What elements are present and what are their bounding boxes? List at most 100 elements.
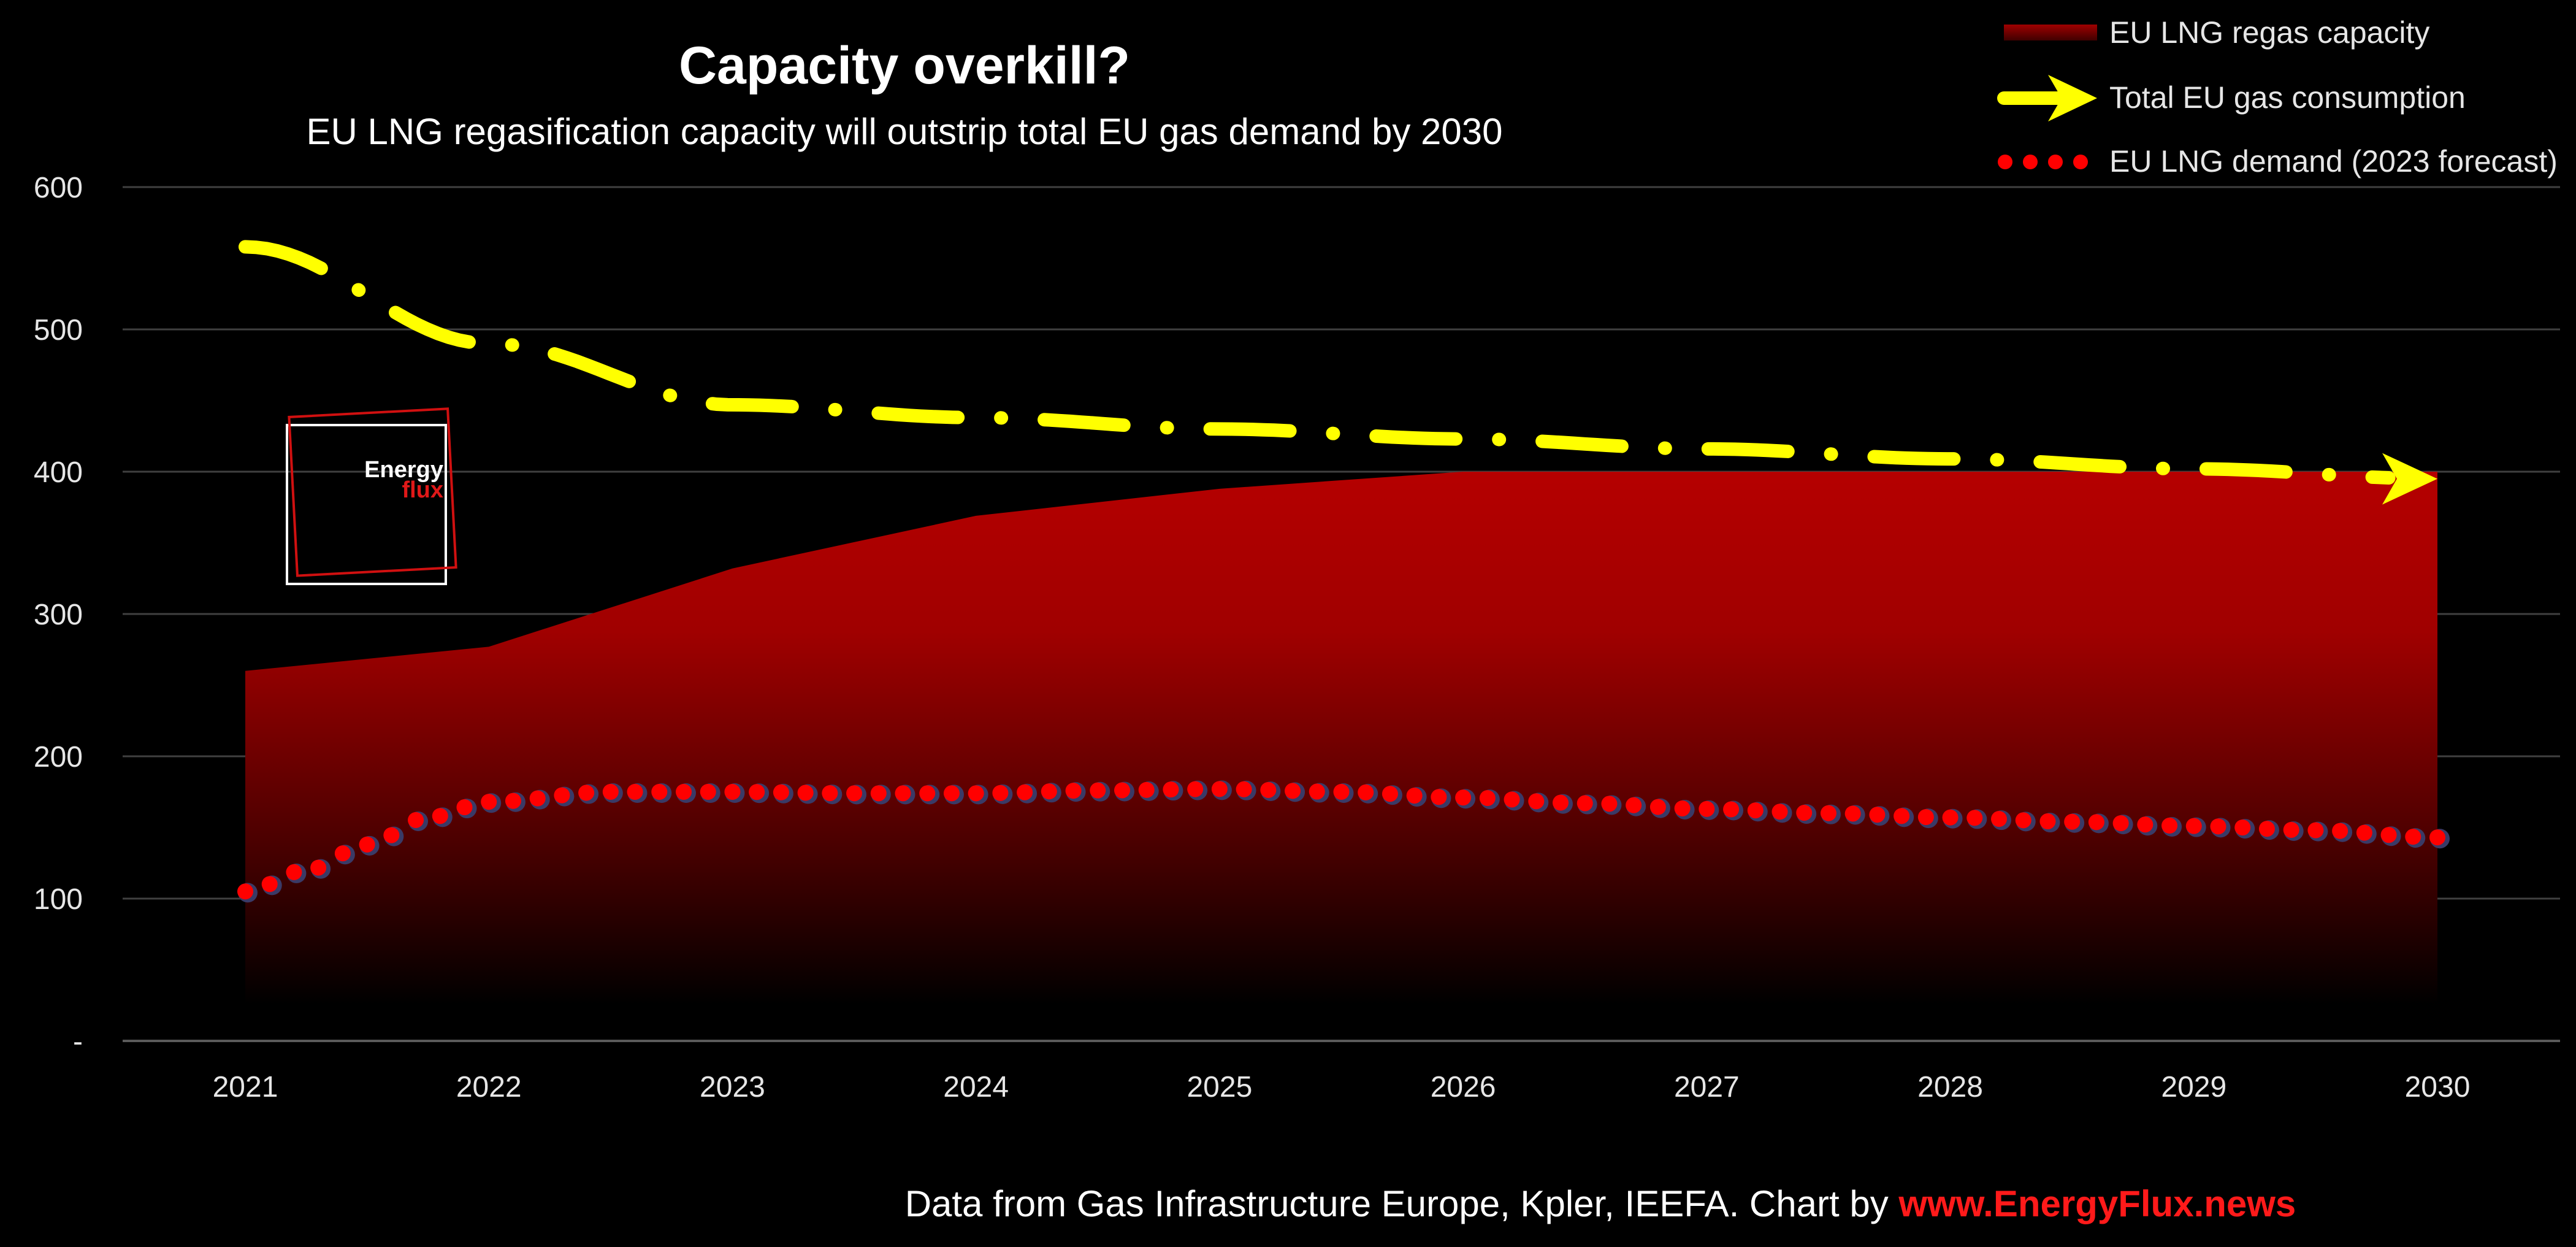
demand-point bbox=[1626, 797, 1642, 813]
demand-point bbox=[1333, 784, 1350, 800]
demand-point bbox=[797, 785, 814, 801]
demand-point bbox=[676, 784, 692, 800]
demand-point bbox=[1674, 800, 1691, 816]
legend-arrowhead-consumption bbox=[2048, 75, 2097, 121]
demand-point bbox=[919, 785, 936, 802]
demand-point bbox=[1138, 781, 1155, 798]
demand-point bbox=[1236, 781, 1252, 797]
demand-point bbox=[1894, 808, 1910, 824]
demand-point bbox=[1041, 783, 1057, 800]
demand-point bbox=[2405, 829, 2421, 845]
demand-point bbox=[334, 845, 351, 862]
x-tick-label: 2026 bbox=[1431, 1071, 1496, 1103]
legend-swatch-capacity bbox=[2004, 25, 2097, 40]
demand-point bbox=[1528, 793, 1545, 810]
demand-point bbox=[822, 785, 838, 802]
legend-dot-4 bbox=[2073, 155, 2088, 169]
demand-point bbox=[2039, 813, 2056, 830]
demand-point bbox=[1699, 800, 1715, 817]
demand-point bbox=[846, 785, 863, 802]
y-axis: - 100 200 300 400 500 600 bbox=[34, 172, 83, 1058]
demand-point bbox=[432, 808, 448, 824]
x-axis: 2021 2022 2023 2024 2025 2026 2027 2028 2029 2030 bbox=[213, 1071, 2471, 1103]
demand-point bbox=[2088, 814, 2104, 831]
legend-label-capacity: EU LNG regas capacity bbox=[2109, 15, 2429, 50]
x-tick-label: 2023 bbox=[700, 1071, 765, 1103]
energyflux-logo: Energy flux bbox=[286, 407, 457, 585]
chart-subtitle: EU LNG regasification capacity will outs… bbox=[307, 111, 1503, 152]
demand-point bbox=[870, 785, 887, 802]
demand-point bbox=[1309, 783, 1325, 800]
y-tick-label: - bbox=[73, 1026, 83, 1058]
demand-point bbox=[1114, 782, 1130, 799]
x-tick-label: 2028 bbox=[1917, 1071, 1983, 1103]
demand-point bbox=[481, 794, 497, 810]
demand-point bbox=[1601, 796, 1618, 812]
demand-point bbox=[1382, 786, 1398, 802]
legend-item-capacity: EU LNG regas capacity bbox=[2004, 15, 2429, 50]
demand-point bbox=[408, 812, 424, 828]
demand-point bbox=[1455, 789, 1472, 806]
demand-point bbox=[383, 827, 400, 843]
source-prefix: Data from Gas Infrastructure Europe, Kpl… bbox=[905, 1183, 1899, 1224]
demand-point bbox=[1966, 810, 1983, 826]
source-link[interactable]: www.EnergyFlux.news bbox=[1898, 1183, 2296, 1224]
chart-title: Capacity overkill? bbox=[679, 36, 1130, 95]
demand-point bbox=[1649, 799, 1666, 815]
demand-point bbox=[1723, 801, 1740, 818]
consumption-arrowhead bbox=[2382, 453, 2437, 505]
x-tick-label: 2025 bbox=[1187, 1071, 1252, 1103]
legend-dot-3 bbox=[2048, 155, 2063, 169]
demand-point bbox=[992, 785, 1009, 801]
demand-point bbox=[2137, 816, 2154, 833]
demand-point bbox=[2112, 815, 2129, 832]
demand-point bbox=[2258, 821, 2275, 837]
demand-point bbox=[968, 785, 984, 802]
demand-point bbox=[700, 784, 716, 800]
demand-point bbox=[529, 790, 546, 807]
demand-point bbox=[2185, 818, 2202, 834]
y-tick-label: 300 bbox=[34, 599, 83, 631]
x-tick-label: 2021 bbox=[213, 1071, 278, 1103]
demand-point bbox=[602, 784, 619, 800]
demand-point bbox=[1211, 781, 1228, 797]
demand-point bbox=[1285, 783, 1301, 799]
x-tick-label: 2030 bbox=[2405, 1071, 2471, 1103]
demand-point bbox=[359, 836, 375, 853]
source-note: Data from Gas Infrastructure Europe, Kpl… bbox=[905, 1183, 2296, 1224]
demand-point bbox=[2307, 822, 2324, 838]
demand-point bbox=[1090, 782, 1106, 799]
demand-point bbox=[1869, 807, 1886, 823]
legend: EU LNG regas capacity Total EU gas consu… bbox=[1997, 15, 2558, 178]
logo-text-energy: Energy bbox=[364, 457, 443, 483]
demand-point bbox=[773, 784, 789, 800]
legend-item-consumption: Total EU gas consumption bbox=[1997, 75, 2466, 121]
legend-label-demand: EU LNG demand (2023 forecast) bbox=[2109, 144, 2558, 178]
demand-point bbox=[1844, 805, 1861, 822]
logo-frame-red bbox=[288, 407, 457, 577]
lng-demand-series bbox=[237, 780, 2450, 903]
demand-point bbox=[286, 864, 302, 880]
demand-point bbox=[2064, 813, 2081, 830]
demand-point bbox=[1260, 781, 1277, 798]
demand-point bbox=[627, 784, 643, 800]
demand-point bbox=[2380, 827, 2397, 843]
logo-text-flux: flux bbox=[402, 477, 443, 503]
demand-point bbox=[261, 876, 278, 892]
demand-point bbox=[1017, 784, 1033, 800]
demand-point bbox=[1771, 804, 1788, 820]
capacity-area-series bbox=[245, 472, 2437, 1004]
y-tick-label: 400 bbox=[34, 456, 83, 489]
legend-label-consumption: Total EU gas consumption bbox=[2109, 80, 2466, 115]
demand-point bbox=[749, 784, 765, 800]
demand-point bbox=[578, 785, 595, 801]
demand-point bbox=[237, 883, 253, 900]
x-tick-label: 2022 bbox=[456, 1071, 522, 1103]
demand-point bbox=[2015, 812, 2031, 829]
consumption-line bbox=[239, 240, 2396, 485]
demand-point bbox=[1504, 791, 1520, 808]
demand-point bbox=[1820, 805, 1836, 821]
logo-frame-white bbox=[286, 424, 447, 585]
demand-point bbox=[1747, 802, 1764, 819]
